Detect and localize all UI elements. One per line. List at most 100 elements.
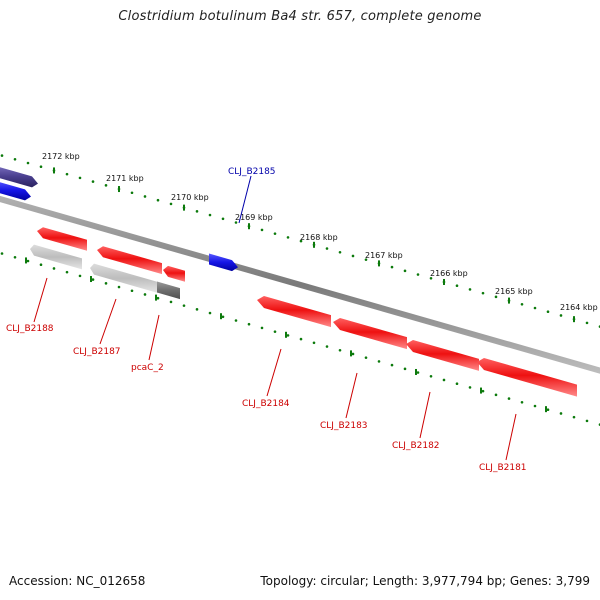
gene-label: CLJ_B2185 bbox=[228, 167, 276, 177]
ruler-dot bbox=[208, 311, 212, 315]
label-leader bbox=[238, 175, 252, 224]
ruler-dot bbox=[299, 337, 303, 341]
ruler-dot bbox=[13, 157, 17, 161]
ruler-dot bbox=[585, 419, 589, 423]
ruler-dot bbox=[546, 310, 550, 314]
ruler-dot bbox=[455, 382, 459, 386]
ruler-dot bbox=[104, 184, 108, 187]
ruler-dot bbox=[559, 412, 563, 415]
gene-track bbox=[0, 167, 577, 397]
tick-label: 2170 kbp bbox=[171, 193, 209, 202]
ruler-dot bbox=[390, 265, 394, 269]
ruler-dot bbox=[91, 278, 95, 281]
ruler-dot bbox=[403, 269, 407, 273]
gene-arrow bbox=[0, 182, 31, 201]
gene-label: CLJ_B2181 bbox=[479, 463, 527, 473]
ruler-dot bbox=[143, 195, 147, 198]
ruler-dot bbox=[221, 315, 225, 319]
ruler-dot bbox=[273, 232, 277, 235]
ruler-dot bbox=[481, 389, 485, 393]
gene-arrow bbox=[257, 296, 331, 328]
ruler-dot bbox=[234, 319, 238, 322]
label-leader bbox=[266, 348, 282, 397]
ruler-dot bbox=[39, 263, 43, 267]
ruler-dot bbox=[559, 314, 563, 317]
ruler-dot bbox=[26, 259, 30, 263]
gene-label: CLJ_B2183 bbox=[320, 421, 368, 431]
gene-arrow bbox=[209, 253, 238, 272]
ruler-dot bbox=[156, 198, 160, 202]
ruler-dot bbox=[182, 304, 186, 307]
ruler-dot bbox=[481, 291, 485, 295]
ruler-dot bbox=[286, 236, 290, 239]
ruler-dot bbox=[533, 404, 537, 408]
ruler-dot bbox=[169, 202, 173, 206]
ruler-dot bbox=[429, 276, 433, 280]
ruler-dot bbox=[130, 191, 134, 195]
gene-label: pcaC_2 bbox=[131, 363, 164, 373]
label-leader bbox=[419, 391, 431, 439]
ruler-dot bbox=[78, 176, 82, 180]
ruler-dot bbox=[195, 210, 199, 213]
ruler-dot bbox=[416, 273, 420, 276]
ruler-dot bbox=[585, 321, 589, 325]
accession-text: Accession: NC_012658 bbox=[9, 574, 146, 588]
ruler-dot bbox=[494, 295, 498, 299]
ruler-dot bbox=[533, 306, 537, 310]
ruler-dot bbox=[143, 293, 147, 296]
ruler-dot bbox=[234, 221, 238, 224]
ruler-dot bbox=[377, 360, 381, 363]
ruler-dot bbox=[546, 408, 550, 412]
tick-label: 2167 kbp bbox=[365, 251, 403, 260]
ruler-dot bbox=[416, 371, 420, 374]
ruler-dot bbox=[442, 378, 446, 382]
ruler-dot bbox=[429, 374, 433, 378]
ruler-dot bbox=[572, 415, 576, 419]
ruler-dot bbox=[26, 161, 30, 165]
label-leader bbox=[345, 372, 358, 419]
tick-labels: 2172 kbp 2171 kbp 2170 kbp 2169 kbp 2168 kbp… bbox=[42, 152, 598, 312]
gene-arrow bbox=[37, 227, 87, 251]
ruler-dot bbox=[403, 367, 407, 371]
ruler-dot bbox=[338, 250, 342, 254]
ruler-dot bbox=[494, 393, 498, 397]
tick-label: 2169 kbp bbox=[235, 213, 273, 222]
label-leader bbox=[505, 413, 517, 461]
ruler-dot bbox=[221, 217, 225, 221]
ruler-dot bbox=[273, 330, 277, 333]
ruler-dot bbox=[351, 254, 355, 258]
ruler-dot bbox=[520, 400, 524, 404]
ruler-dot bbox=[364, 356, 368, 359]
gene-arrow bbox=[90, 263, 158, 293]
genome-backbone bbox=[0, 195, 600, 374]
ruler-dot bbox=[299, 239, 303, 243]
ruler-dot bbox=[39, 165, 43, 169]
gene-arrow bbox=[406, 340, 479, 371]
tick-label: 2168 kbp bbox=[300, 233, 338, 242]
ruler-dot bbox=[91, 180, 95, 183]
ruler-dot bbox=[520, 302, 524, 306]
tick-label: 2166 kbp bbox=[430, 269, 468, 278]
label-leader bbox=[99, 298, 117, 345]
gene-arrow bbox=[163, 265, 185, 282]
ruler-dot bbox=[325, 247, 329, 250]
gene-arrow bbox=[157, 281, 180, 300]
inner-ruler bbox=[0, 252, 600, 426]
gene-label: CLJ_B2188 bbox=[6, 324, 54, 334]
ruler-dot bbox=[156, 296, 160, 300]
gene-arrow bbox=[30, 244, 82, 270]
ruler-dot bbox=[0, 154, 4, 157]
ruler-dot bbox=[65, 172, 69, 176]
gene-label: CLJ_B2182 bbox=[392, 441, 440, 451]
ruler-dot bbox=[468, 386, 472, 389]
ruler-dot bbox=[312, 341, 316, 345]
ruler-dot bbox=[78, 274, 82, 278]
ruler-dot bbox=[13, 255, 17, 259]
ruler-dot bbox=[455, 284, 459, 288]
gene-label: CLJ_B2187 bbox=[73, 347, 121, 357]
map-title: Clostridium botulinum Ba4 str. 657, comp… bbox=[118, 9, 482, 24]
gene-arrow bbox=[97, 246, 162, 275]
ruler-dot bbox=[247, 322, 251, 326]
ruler-dot bbox=[195, 308, 199, 311]
